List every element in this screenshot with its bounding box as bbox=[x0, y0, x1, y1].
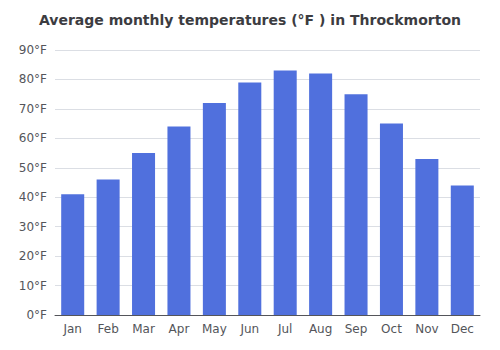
svg-text:Apr: Apr bbox=[169, 322, 190, 336]
svg-text:Mar: Mar bbox=[132, 322, 155, 336]
svg-text:70°F: 70°F bbox=[19, 102, 47, 116]
svg-text:Dec: Dec bbox=[451, 322, 474, 336]
svg-text:Oct: Oct bbox=[381, 322, 402, 336]
svg-text:20°F: 20°F bbox=[19, 249, 47, 263]
svg-text:40°F: 40°F bbox=[19, 190, 47, 204]
svg-text:Jun: Jun bbox=[239, 322, 259, 336]
svg-text:80°F: 80°F bbox=[19, 72, 47, 86]
svg-text:30°F: 30°F bbox=[19, 220, 47, 234]
svg-text:50°F: 50°F bbox=[19, 161, 47, 175]
svg-text:Aug: Aug bbox=[309, 322, 332, 336]
svg-text:Jan: Jan bbox=[62, 322, 82, 336]
svg-text:Nov: Nov bbox=[415, 322, 438, 336]
svg-text:Sep: Sep bbox=[345, 322, 368, 336]
svg-text:May: May bbox=[202, 322, 227, 336]
svg-text:60°F: 60°F bbox=[19, 131, 47, 145]
svg-text:Feb: Feb bbox=[98, 322, 119, 336]
svg-text:10°F: 10°F bbox=[19, 279, 47, 293]
svg-text:Jul: Jul bbox=[277, 322, 292, 336]
svg-text:0°F: 0°F bbox=[26, 308, 47, 322]
svg-text:90°F: 90°F bbox=[19, 43, 47, 57]
svg-text:Average monthly temperatures (: Average monthly temperatures (°F ) in Th… bbox=[39, 12, 461, 28]
